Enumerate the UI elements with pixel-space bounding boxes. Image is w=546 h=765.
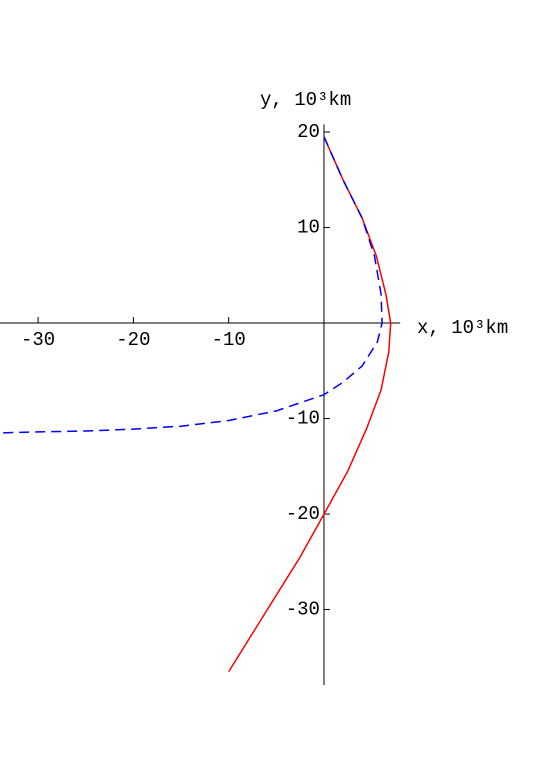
y-tick-label: -20 [286, 503, 320, 525]
y-tick-label: -10 [286, 408, 320, 430]
y-axis-label: y, 10³km [260, 89, 351, 111]
curve [0, 136, 383, 434]
x-axis-label: x, 10³km [417, 317, 508, 339]
x-tick-label: -30 [21, 329, 55, 351]
y-tick-label: 20 [297, 121, 320, 143]
x-tick-label: -10 [212, 329, 246, 351]
y-tick-label: -30 [286, 599, 320, 621]
x-tick-label: -20 [116, 329, 150, 351]
y-tick-label: 10 [297, 217, 320, 239]
